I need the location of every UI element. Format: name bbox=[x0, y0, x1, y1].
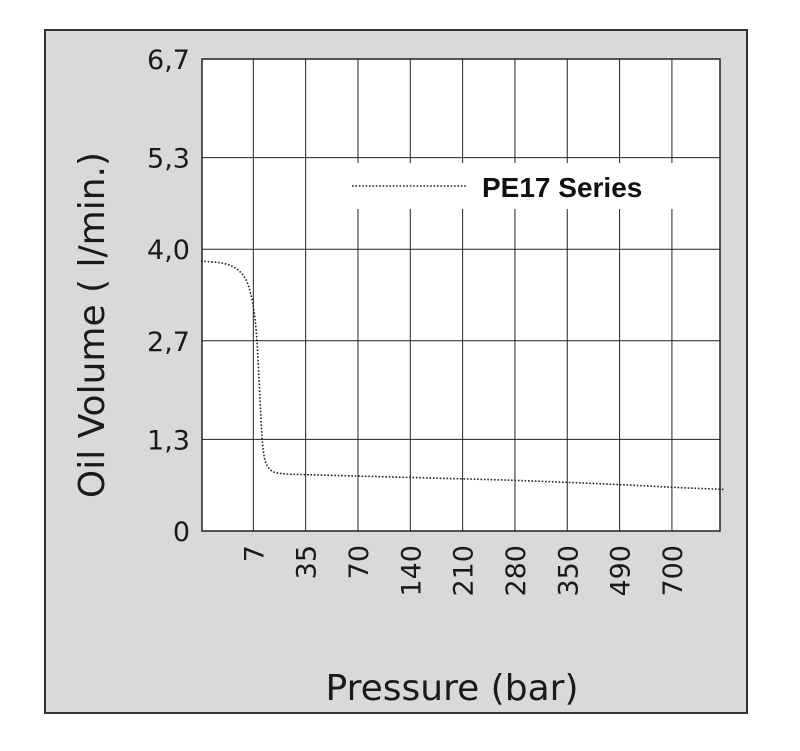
plot-area bbox=[201, 58, 721, 532]
plot-background bbox=[201, 58, 721, 532]
x-tick-label: 490 bbox=[606, 545, 637, 597]
y-tick-label: 0 bbox=[173, 517, 190, 548]
x-tick-label: 35 bbox=[292, 545, 323, 579]
series-line bbox=[200, 260, 725, 491]
y-tick-label: 6,7 bbox=[147, 45, 190, 76]
legend-label: PE17 Series bbox=[482, 172, 642, 203]
y-tick-label: 5,3 bbox=[147, 144, 190, 175]
y-tick-label: 1,3 bbox=[147, 425, 190, 456]
x-axis-ticks: 7 35 70 140 210 280 350 490 700 bbox=[239, 545, 689, 597]
x-tick-label: 7 bbox=[239, 545, 270, 562]
y-axis-label: Oil Volume ( l/min.) bbox=[72, 152, 113, 498]
y-axis-ticks: 0 1,3 2,7 4,0 5,3 6,7 bbox=[147, 45, 190, 548]
x-tick-label: 70 bbox=[344, 545, 375, 579]
series-layer bbox=[200, 260, 725, 491]
x-tick-label: 700 bbox=[658, 545, 689, 597]
y-tick-label: 2,7 bbox=[147, 327, 190, 358]
y-tick-label: 4,0 bbox=[147, 235, 190, 266]
x-tick-label: 210 bbox=[449, 545, 480, 597]
legend: PE17 Series bbox=[345, 163, 713, 209]
x-tick-label: 280 bbox=[501, 545, 532, 597]
x-tick-label: 140 bbox=[396, 545, 427, 597]
legend-background bbox=[345, 163, 713, 209]
x-tick-label: 350 bbox=[553, 545, 584, 597]
x-axis-label: Pressure (bar) bbox=[326, 668, 579, 709]
